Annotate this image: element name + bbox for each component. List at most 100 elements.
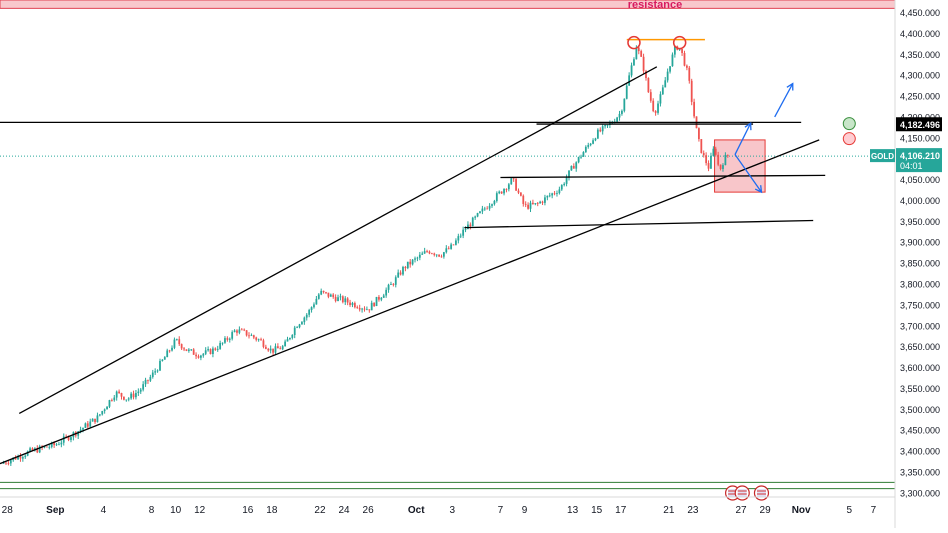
candle-body — [2, 462, 5, 464]
y-tick-label: 3,600.000 — [900, 363, 940, 373]
candle-body — [274, 346, 277, 353]
x-tick-label: 3 — [450, 505, 456, 516]
x-tick-label: 7 — [498, 505, 504, 516]
candle-body — [589, 143, 592, 146]
event-marker-3 — [753, 485, 770, 501]
trendline-5 — [500, 174, 826, 179]
candle-body — [572, 165, 575, 169]
candle-body — [430, 253, 433, 255]
candle-body — [154, 371, 157, 373]
candle-body — [693, 101, 696, 117]
candle-body — [375, 296, 378, 307]
candle-body — [623, 98, 626, 111]
candle-body — [199, 355, 202, 358]
flag-field — [756, 489, 766, 497]
candle-body — [633, 59, 635, 66]
candle-body — [31, 448, 34, 451]
candle-body — [108, 400, 111, 407]
candle-body — [50, 442, 53, 447]
candle-body — [178, 339, 181, 345]
candle-body — [642, 56, 645, 72]
candle-body — [385, 289, 388, 296]
candle-body — [62, 436, 65, 443]
candle-body — [243, 329, 246, 331]
y-tick-label: 3,650.000 — [900, 342, 940, 352]
candle-body — [289, 337, 291, 340]
candle-body — [500, 191, 503, 194]
candle-body — [327, 292, 330, 297]
candle-body — [9, 460, 12, 464]
candle-body — [368, 309, 371, 311]
candle-body — [24, 455, 27, 458]
x-tick-label: 8 — [149, 505, 155, 516]
candle-body — [532, 202, 534, 205]
candle-body — [397, 272, 400, 278]
candle-body — [250, 335, 253, 337]
symbol-tag-bg — [870, 149, 895, 163]
candle-body — [724, 154, 727, 166]
flag-field — [728, 489, 738, 497]
resistance-label: resistance — [628, 0, 682, 11]
candle-body — [168, 350, 171, 352]
candle-body — [279, 348, 282, 350]
candle-body — [664, 80, 667, 88]
x-tick-label: 28 — [2, 505, 14, 516]
candle-body — [77, 431, 80, 436]
candle-body — [298, 324, 301, 328]
candle-body — [212, 348, 214, 355]
candle-body — [322, 290, 325, 293]
candle-body — [606, 124, 609, 126]
candle-body — [474, 216, 477, 218]
candle-body — [411, 259, 414, 265]
candle-body — [556, 193, 558, 194]
top-marker-1 — [627, 35, 641, 50]
candle-body — [471, 217, 474, 227]
candle-body — [445, 248, 448, 253]
candle-body — [21, 457, 24, 459]
candle-body — [510, 178, 513, 185]
x-tick-label: 15 — [591, 505, 603, 516]
top-marker-2 — [672, 35, 687, 50]
candle-body — [98, 414, 101, 416]
y-tick-label: 3,700.000 — [900, 321, 940, 331]
candle-body — [491, 204, 493, 206]
candle-body — [524, 203, 527, 205]
candle-body — [149, 376, 152, 381]
candle-body — [5, 462, 7, 464]
candle-body — [195, 354, 197, 357]
x-tick-label: 4 — [101, 505, 107, 516]
candle-body — [272, 348, 274, 353]
candle-body — [551, 193, 554, 196]
candle-body — [382, 295, 385, 298]
candle-body — [257, 339, 260, 341]
candle-body — [553, 193, 556, 195]
candle-body — [197, 356, 200, 358]
candle-body — [329, 294, 332, 297]
x-tick-label: 26 — [363, 505, 375, 516]
candle-body — [452, 244, 455, 246]
candle-body — [192, 349, 195, 355]
candle-body — [616, 117, 619, 122]
candle-body — [125, 399, 128, 401]
candle-body — [688, 67, 691, 81]
last-price-tag-bg — [896, 148, 942, 173]
symbol-tag-label: GOLD — [871, 152, 894, 161]
candle-body — [301, 322, 303, 325]
candle-body — [628, 75, 631, 86]
candle-body — [67, 436, 70, 440]
candle-body — [507, 184, 510, 190]
candle-body — [546, 195, 549, 198]
candle-body — [38, 446, 41, 453]
y-tick-label: 3,950.000 — [900, 217, 940, 227]
candle-body — [96, 415, 99, 423]
projection-arrow-3 — [774, 83, 794, 118]
level-tag-bg — [896, 117, 942, 132]
candle-body — [380, 297, 383, 300]
candle-body — [671, 54, 674, 67]
candle-body — [7, 463, 10, 465]
candle-body — [180, 344, 183, 349]
candle-body — [505, 189, 508, 190]
candle-body — [596, 129, 599, 139]
candle-body — [625, 85, 628, 99]
